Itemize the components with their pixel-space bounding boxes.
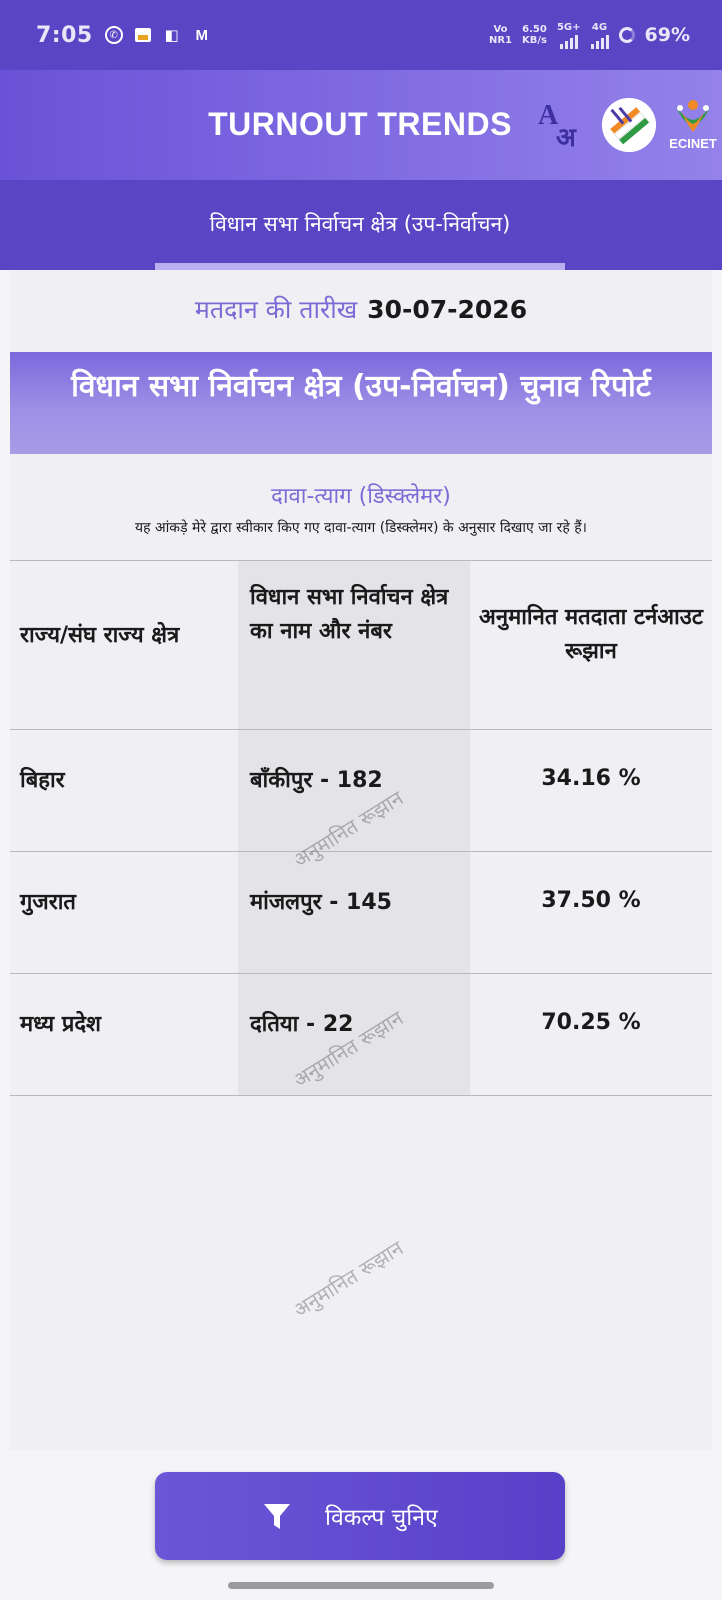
tab-bye-election[interactable]: विधान सभा निर्वाचन क्षेत्र (उप-निर्वाचन) <box>155 180 565 270</box>
network-speed: 6.50 KB/s <box>521 24 547 46</box>
constituency-cell: मांजलपुर - 145 <box>238 852 470 973</box>
status-bar: 7:05 ✆ ◧ M Vo NR1 6.50 KB/s 5G+ 4G 69% <box>0 0 722 70</box>
header-state: राज्य/संघ राज्य क्षेत्र <box>20 623 180 648</box>
turnout-cell: 34.16 % <box>541 766 641 791</box>
signal-icon <box>590 33 609 49</box>
state-cell: गुजरात <box>20 890 76 915</box>
volte-indicator: Vo NR1 <box>488 24 512 46</box>
table-header: राज्य/संघ राज्य क्षेत्र विधान सभा निर्वा… <box>10 560 712 730</box>
watermark: अनुमानित रूझान <box>289 1235 408 1323</box>
clock: 7:05 <box>36 22 93 48</box>
gmail-icon: M <box>195 26 208 44</box>
turnout-cell: 37.50 % <box>541 888 641 913</box>
report-content: मतदान की तारीख 30-07-2026 विधान सभा निर्व… <box>10 270 712 1450</box>
translate-icon[interactable]: A अ <box>538 100 576 152</box>
turnout-table: राज्य/संघ राज्य क्षेत्र विधान सभा निर्वा… <box>10 560 712 1096</box>
signal-sim2: 4G <box>590 22 609 49</box>
signal-icon <box>559 33 578 49</box>
news-icon <box>134 28 151 42</box>
app-header: TURNOUT TRENDS A अ ECINET <box>0 70 722 180</box>
constituency-cell: दतिया - 22 <box>238 974 470 1095</box>
home-indicator[interactable] <box>228 1582 494 1589</box>
turnout-cell: 70.25 % <box>541 1010 641 1035</box>
ecinet-label: ECINET <box>669 136 717 151</box>
state-cell: मध्य प्रदेश <box>20 1012 102 1037</box>
tab-bar: विधान सभा निर्वाचन क्षेत्र (उप-निर्वाचन) <box>0 180 722 270</box>
tab-indicator <box>155 263 565 270</box>
choose-option-button[interactable]: विकल्प चुनिए <box>155 1472 565 1560</box>
filter-icon <box>264 1504 290 1529</box>
poll-date-value: 30-07-2026 <box>367 295 528 324</box>
constituency-cell: बाँकीपुर - 182 <box>238 730 470 851</box>
battery-icon <box>618 27 635 43</box>
whatsapp-icon: ✆ <box>104 26 123 44</box>
state-cell: बिहार <box>20 768 65 793</box>
eci-logo-icon <box>602 98 656 152</box>
table-row: मध्य प्रदेश दतिया - 22 70.25 % <box>10 974 712 1096</box>
tab-label: विधान सभा निर्वाचन क्षेत्र (उप-निर्वाचन) <box>209 212 511 236</box>
table-row: बिहार बाँकीपुर - 182 34.16 % <box>10 730 712 852</box>
poll-date-label: मतदान की तारीख <box>194 295 358 324</box>
battery-level: 69% <box>644 23 690 46</box>
report-banner: विधान सभा निर्वाचन क्षेत्र (उप-निर्वाचन)… <box>10 352 712 454</box>
ecinet-logo-icon: ECINET <box>668 96 718 156</box>
signal-sim1: 5G+ <box>557 22 581 49</box>
app-title: TURNOUT TRENDS <box>208 106 512 142</box>
app-icon: ◧ <box>164 26 179 44</box>
report-title: विधान सभा निर्वाचन क्षेत्र (उप-निर्वाचन)… <box>71 369 651 404</box>
disclaimer-text: यह आंकड़े मेरे द्वारा स्वीकार किए गए दाव… <box>135 520 587 536</box>
disclaimer-title: दावा-त्याग (डिस्क्लेमर) <box>271 484 451 509</box>
table-row: गुजरात मांजलपुर - 145 37.50 % <box>10 852 712 974</box>
header-constituency: विधान सभा निर्वाचन क्षेत्र का नाम और नंब… <box>238 561 470 729</box>
header-turnout: अनुमानित मतदाता टर्नआउट रूझान <box>479 605 703 664</box>
choose-option-label: विकल्प चुनिए <box>325 1505 438 1531</box>
poll-date: मतदान की तारीख 30-07-2026 <box>10 292 712 326</box>
